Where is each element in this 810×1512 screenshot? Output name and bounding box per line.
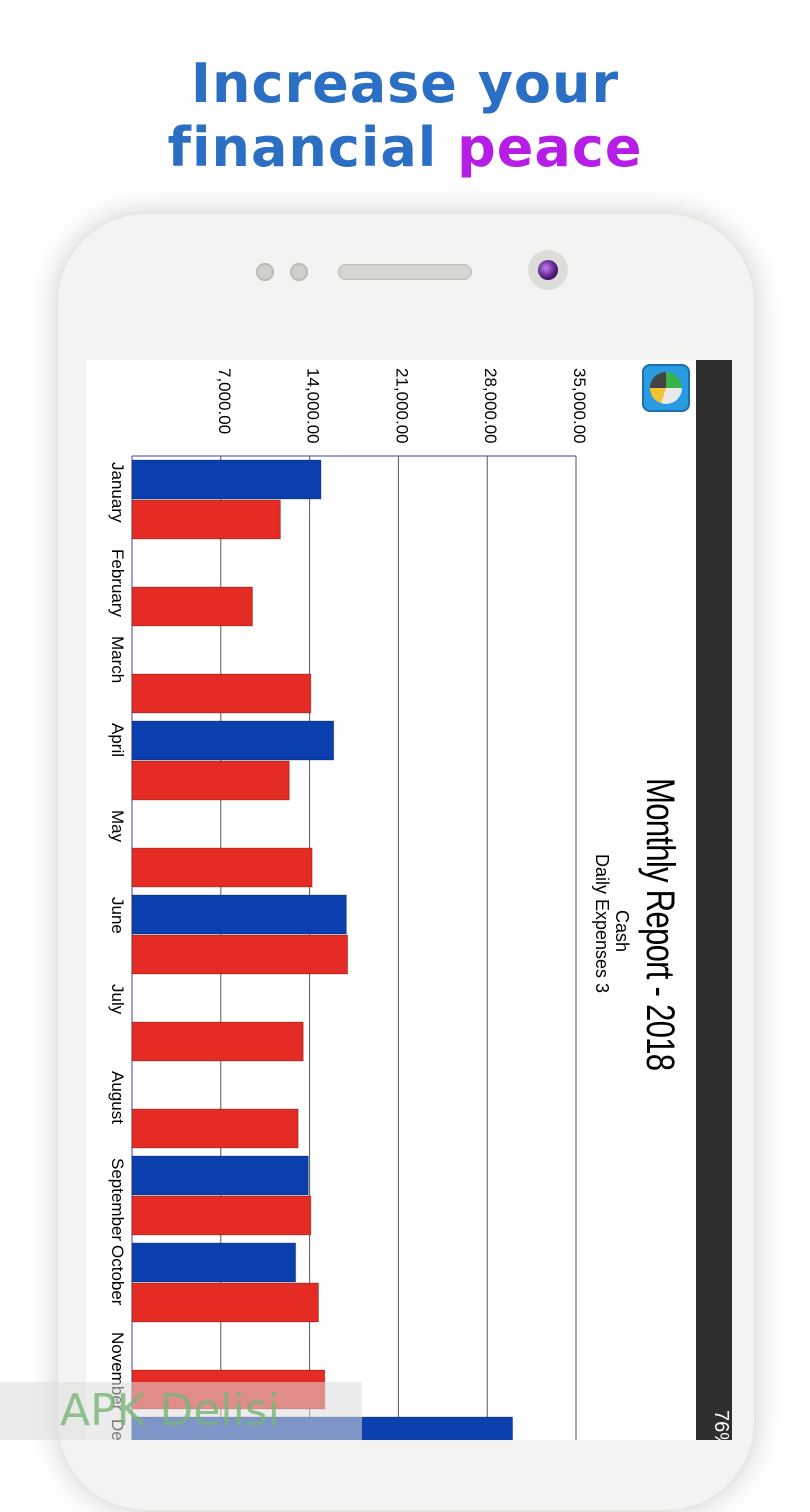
status-bar: 76% 12:3 — [696, 360, 732, 1440]
bar — [131, 673, 312, 714]
headline: Increase your financial peace — [0, 52, 810, 180]
bar — [131, 459, 322, 500]
bar — [131, 499, 281, 540]
category-label: May — [108, 810, 127, 843]
bar — [131, 760, 290, 801]
bar — [131, 586, 254, 627]
bar-chart: 7,000.00 14,000.00 21,000.00 28,000.00 35,00… — [108, 368, 589, 1440]
camera-lens — [538, 260, 558, 280]
category-label: February — [108, 549, 127, 618]
pie-icon — [650, 372, 682, 404]
tick-label: 28,000.00 — [481, 368, 500, 444]
bar — [131, 1195, 312, 1236]
bar — [131, 894, 347, 935]
bar — [131, 720, 335, 761]
bar — [131, 1108, 299, 1149]
bar — [131, 934, 349, 975]
headline-accent: peace — [457, 116, 643, 179]
app-icon[interactable] — [642, 364, 690, 412]
sensor-dot-2 — [290, 263, 308, 281]
category-label: July — [108, 984, 127, 1015]
tick-label: 7,000.00 — [215, 368, 234, 434]
bar — [131, 1155, 309, 1196]
tick-label: 21,000.00 — [392, 368, 411, 444]
bar — [131, 1021, 304, 1062]
category-label: August — [108, 1071, 127, 1124]
category-label: June — [108, 897, 127, 934]
category-label: January — [108, 462, 127, 523]
category-label: September — [108, 1158, 127, 1241]
headline-line2: financial peace — [0, 116, 810, 180]
watermark: APK Delisi — [0, 1382, 362, 1440]
bar — [131, 1282, 319, 1323]
sensor-dot-1 — [256, 263, 274, 281]
phone-screen: 76% 12:3 Monthly Report - 2018 Cash Dail… — [86, 360, 732, 1440]
tick-label: 35,000.00 — [570, 368, 589, 444]
bar — [131, 847, 313, 888]
tick-label: 14,000.00 — [304, 368, 323, 444]
headline-line2-prefix: financial — [167, 116, 438, 179]
speaker-grille — [338, 264, 472, 280]
bar — [131, 1242, 297, 1283]
headline-line1: Increase your — [190, 52, 620, 115]
category-label: April — [108, 723, 127, 757]
category-label: October — [108, 1245, 127, 1306]
category-label: March — [108, 636, 127, 683]
